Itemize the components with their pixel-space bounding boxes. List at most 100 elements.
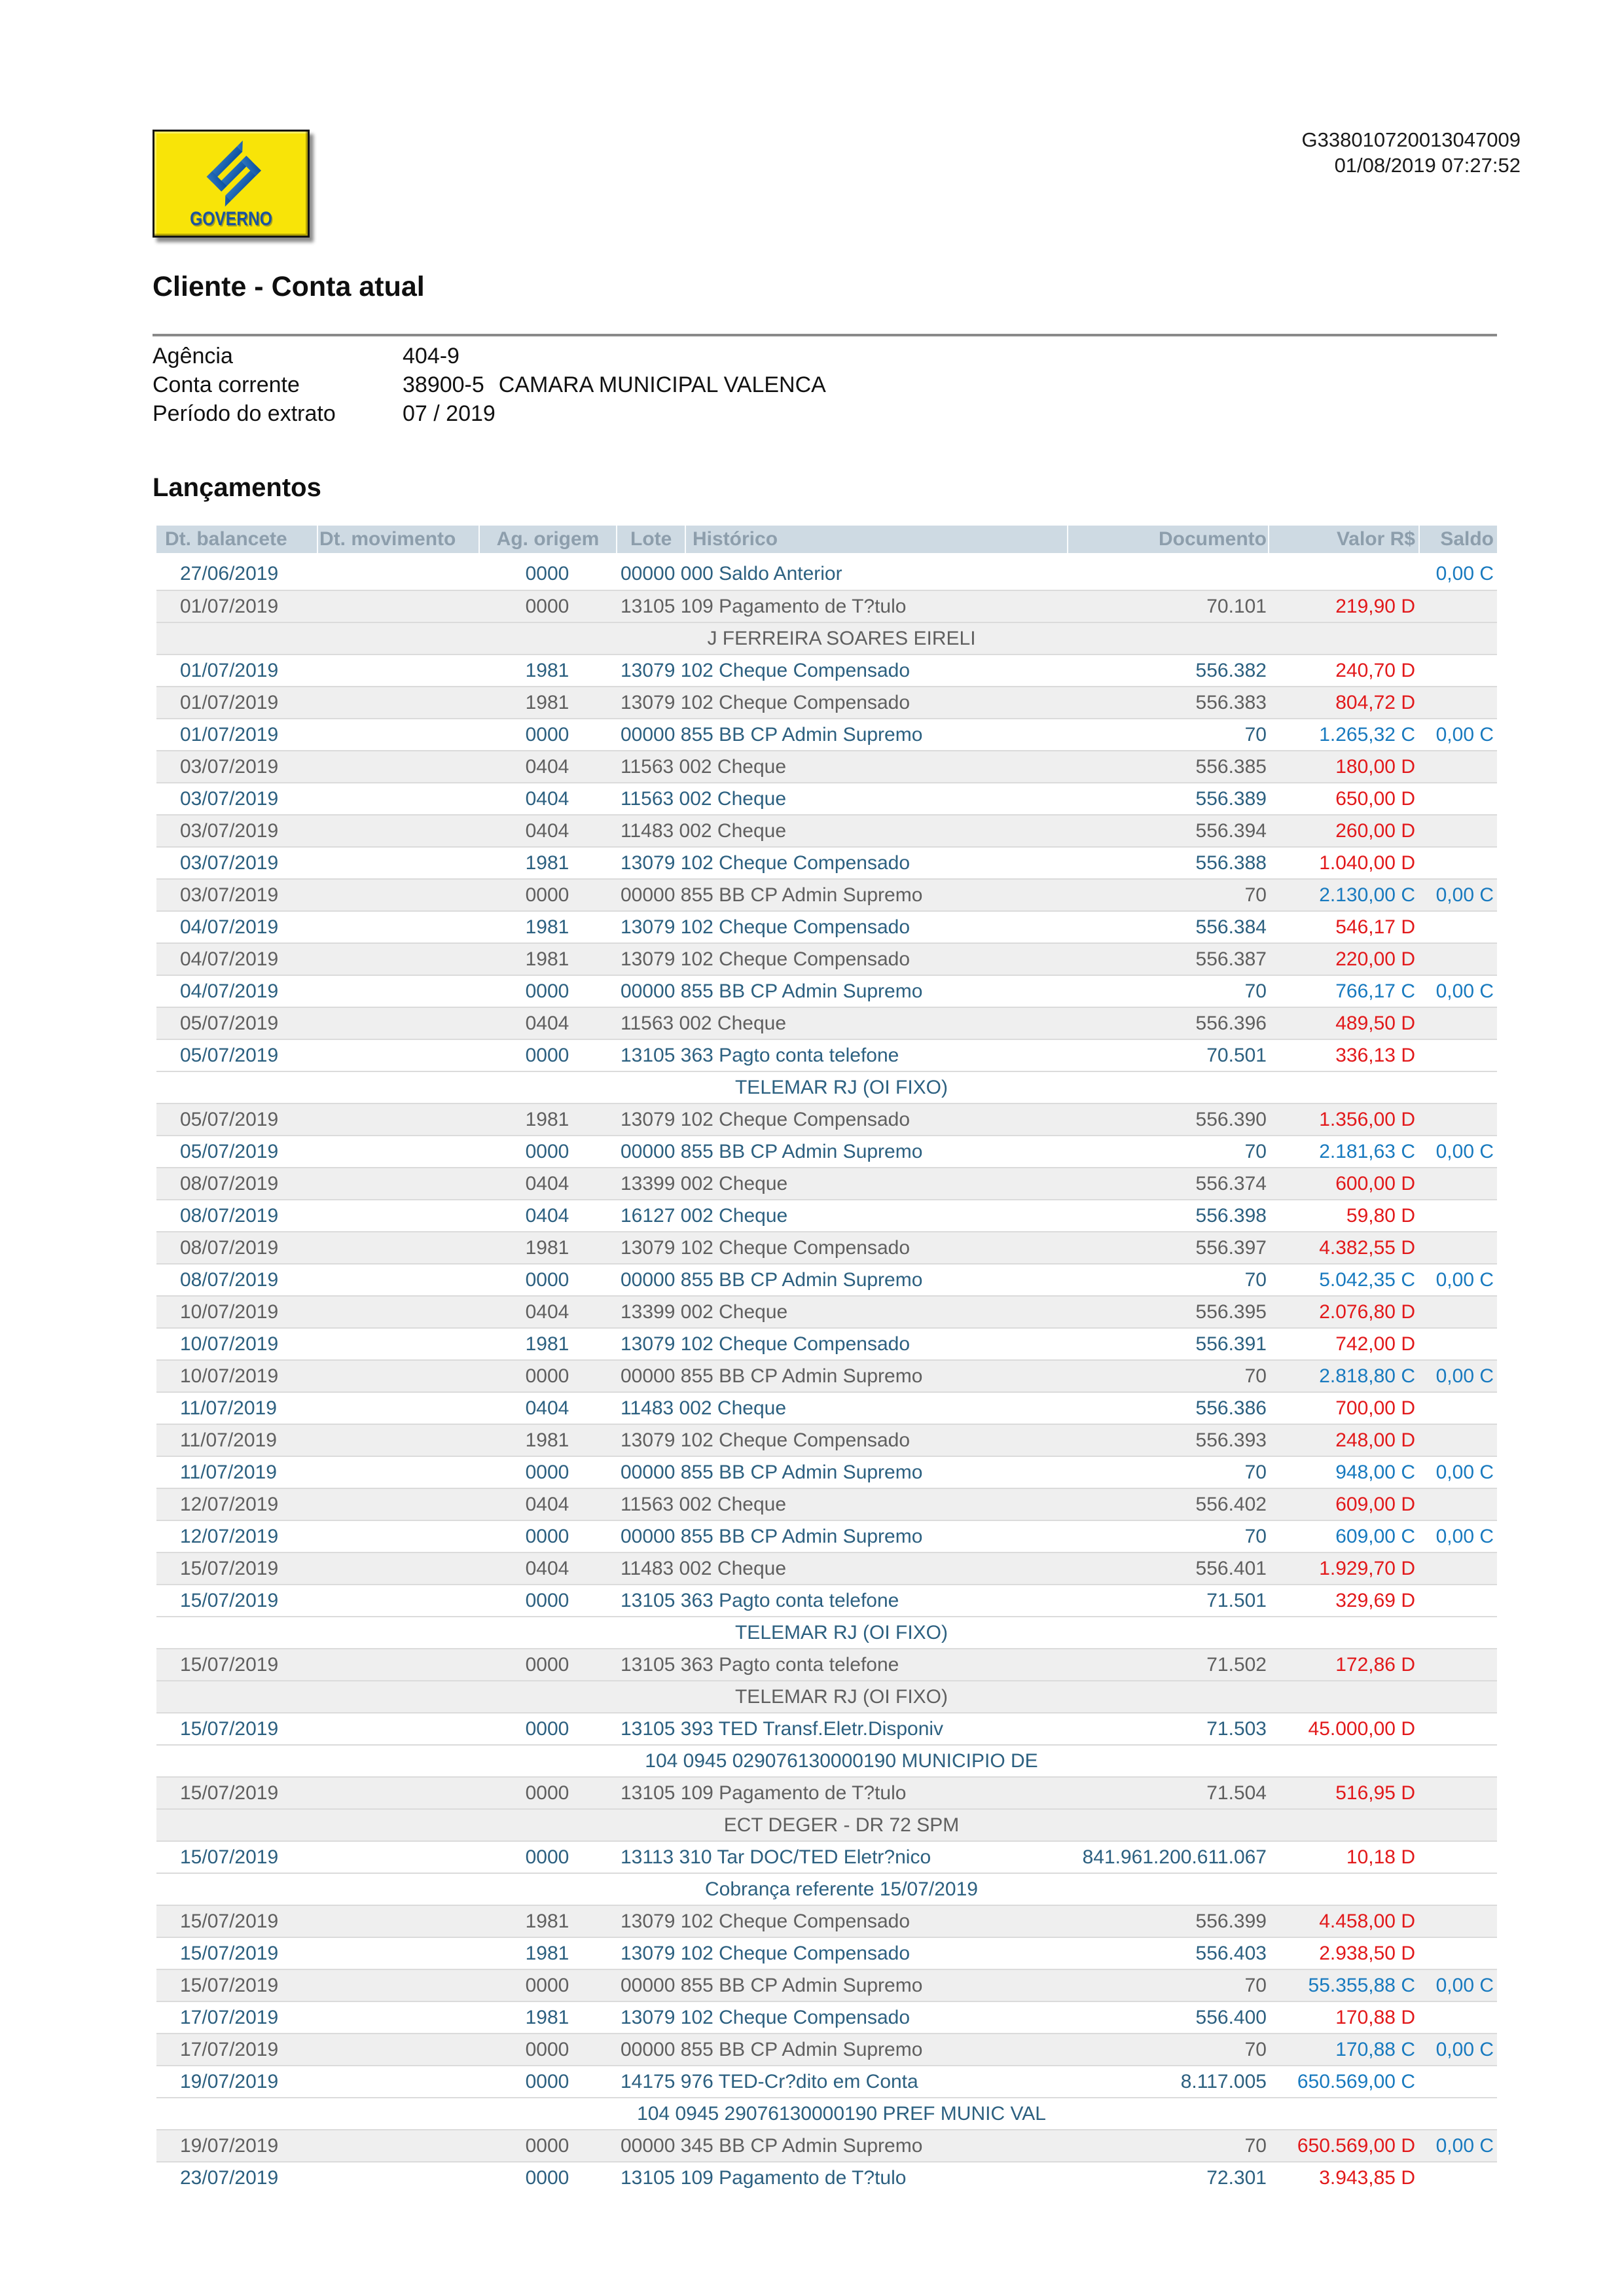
credit-amount: 609,00 C <box>1335 1525 1415 1547</box>
ag-origem-cell: 0000 <box>525 1846 569 1868</box>
debit-amount: 219,90 D <box>1335 595 1415 617</box>
transaction-row: 19/07/2019 0000 00000 345 BB CP Admin Supr… <box>156 2129 1497 2161</box>
saldo-cell: 0,00 C <box>1418 1141 1497 1163</box>
dt-balancete-cell: 15/07/2019 <box>180 1782 279 1804</box>
historico-cell: 13079 102 Cheque Compensado <box>621 1910 911 1932</box>
historico-cell: 00000 345 BB CP Admin Supremo <box>621 2134 923 2157</box>
dt-balancete-cell: 17/07/2019 <box>180 2038 279 2060</box>
documento-cell: 556.393 <box>1195 1429 1267 1451</box>
debit-amount: 170,88 D <box>1335 2006 1415 2028</box>
dt-balancete-cell: 05/07/2019 <box>180 1140 279 1162</box>
transaction-row: 10/07/2019 0404 13399 002 Cheque 556.395 2.0… <box>156 1295 1497 1327</box>
dt-balancete-cell: 03/07/2019 <box>180 819 279 842</box>
historico-cell: 00000 855 BB CP Admin Supremo <box>621 1461 923 1483</box>
documento-cell: 556.374 <box>1195 1172 1267 1194</box>
valor-cell: 219,90 D <box>1268 596 1418 618</box>
transaction-row: 01/07/2019 1981 13079 102 Cheque Compensad… <box>156 686 1497 718</box>
saldo-amount: 0,00 C <box>1435 1140 1494 1162</box>
transaction-row: 12/07/2019 0404 11563 002 Cheque 556.402 609… <box>156 1488 1497 1520</box>
saldo-cell: 0,00 C <box>1418 2135 1497 2157</box>
ag-origem-cell: 1981 <box>525 659 569 681</box>
transaction-row: 08/07/2019 1981 13079 102 Cheque Compensad… <box>156 1231 1497 1263</box>
dt-balancete-cell: 04/07/2019 <box>180 980 279 1002</box>
ag-origem-cell: 0000 <box>525 1782 569 1804</box>
transaction-row: 05/07/2019 1981 13079 102 Cheque Compensad… <box>156 1103 1497 1135</box>
dt-balancete-cell: 11/07/2019 <box>180 1429 277 1451</box>
ag-origem-cell: 0404 <box>525 1172 569 1194</box>
dt-balancete-cell: 27/06/2019 <box>180 562 279 584</box>
transaction-continuation-row: Cobrança referente 15/07/2019 <box>156 1873 1497 1905</box>
ag-origem-cell: 0000 <box>525 562 569 584</box>
transaction-row: 23/07/2019 0000 13105 109 Pagamento de T?t… <box>156 2161 1497 2193</box>
debit-amount: 329,69 D <box>1335 1589 1415 1611</box>
ag-origem-cell: 0000 <box>525 884 569 906</box>
saldo-amount: 0,00 C <box>1435 1525 1494 1547</box>
saldo-cell: 0,00 C <box>1418 1462 1497 1484</box>
historico-cell: 13105 109 Pagamento de T?tulo <box>621 595 907 617</box>
transaction-row: 17/07/2019 1981 13079 102 Cheque Compensad… <box>156 2001 1497 2033</box>
saldo-amount: 0,00 C <box>1435 1268 1494 1291</box>
dt-balancete-cell: 01/07/2019 <box>180 723 279 745</box>
header-historico: Histórico <box>685 526 1067 553</box>
ag-origem-cell: 1981 <box>525 1910 569 1932</box>
valor-cell: 1.929,70 D <box>1268 1558 1418 1580</box>
historico-cell: 00000 855 BB CP Admin Supremo <box>621 723 923 745</box>
saldo-cell: 0,00 C <box>1418 1526 1497 1548</box>
debit-amount: 3.943,85 D <box>1319 2166 1415 2189</box>
saldo-amount: 0,00 C <box>1435 2134 1494 2157</box>
historico-cell: 16127 002 Cheque <box>621 1204 788 1227</box>
dt-balancete-cell: 15/07/2019 <box>180 1653 279 1676</box>
valor-cell: 5.042,35 C <box>1268 1269 1418 1291</box>
transaction-row: 15/07/2019 1981 13079 102 Cheque Compensad… <box>156 1905 1497 1937</box>
transactions-body: 27/06/2019 0000 00000 000 Saldo Anterior 0,… <box>156 553 1497 2193</box>
dt-balancete-cell: 15/07/2019 <box>180 1589 279 1611</box>
debit-amount: 336,13 D <box>1335 1044 1415 1066</box>
dt-balancete-cell: 11/07/2019 <box>180 1397 277 1419</box>
documento-cell: 8.117.005 <box>1180 2070 1267 2092</box>
ag-origem-cell: 0000 <box>525 1589 569 1611</box>
dt-balancete-cell: 15/07/2019 <box>180 1974 279 1996</box>
ag-origem-cell: 1981 <box>525 2006 569 2028</box>
report-meta: G338010720013047009 01/08/2019 07:27:52 <box>1302 127 1521 178</box>
historico-cell: 13105 363 Pagto conta telefone <box>621 1589 899 1611</box>
transaction-row: 01/07/2019 1981 13079 102 Cheque Compensad… <box>156 654 1497 686</box>
documento-cell: 556.401 <box>1195 1557 1267 1579</box>
dt-balancete-cell: 19/07/2019 <box>180 2070 279 2092</box>
historico-cell: 11563 002 Cheque <box>621 1493 787 1515</box>
dt-balancete-cell: 03/07/2019 <box>180 787 279 810</box>
dt-balancete-cell: 01/07/2019 <box>180 595 279 617</box>
documento-cell: 556.382 <box>1195 659 1267 681</box>
documento-cell: 556.390 <box>1195 1108 1267 1130</box>
documento-cell: 71.502 <box>1206 1653 1267 1676</box>
dt-balancete-cell: 03/07/2019 <box>180 755 279 778</box>
ag-origem-cell: 0404 <box>525 1557 569 1579</box>
historico-cell: 11563 002 Cheque <box>621 787 787 810</box>
historico-cell: 00000 855 BB CP Admin Supremo <box>621 2038 923 2060</box>
historico-cell: 00000 855 BB CP Admin Supremo <box>621 980 923 1002</box>
dt-balancete-cell: 10/07/2019 <box>180 1365 279 1387</box>
valor-cell: 650,00 D <box>1268 788 1418 810</box>
debit-amount: 804,72 D <box>1335 691 1415 713</box>
documento-cell: 71.504 <box>1206 1782 1267 1804</box>
dt-balancete-cell: 01/07/2019 <box>180 659 279 681</box>
saldo-amount: 0,00 C <box>1435 1365 1494 1387</box>
ag-origem-cell: 0000 <box>525 2070 569 2092</box>
ag-origem-cell: 1981 <box>525 1108 569 1130</box>
historico-cell: 13079 102 Cheque Compensado <box>621 1108 911 1130</box>
valor-cell: 489,50 D <box>1268 1013 1418 1035</box>
transaction-row: 08/07/2019 0000 00000 855 BB CP Admin Supr… <box>156 1263 1497 1295</box>
transaction-row: 03/07/2019 0404 11483 002 Cheque 556.394 260… <box>156 814 1497 846</box>
historico-cell: 13105 109 Pagamento de T?tulo <box>621 1782 907 1804</box>
valor-cell: 1.356,00 D <box>1268 1109 1418 1131</box>
transaction-continuation-row: ECT DEGER - DR 72 SPM <box>156 1808 1497 1840</box>
documento-cell: 841.961.200.611.067 <box>1082 1846 1267 1868</box>
transaction-continuation-row: 104 0945 29076130000190 PREF MUNIC VAL <box>156 2097 1497 2129</box>
transaction-row: 11/07/2019 1981 13079 102 Cheque Compensad… <box>156 1424 1497 1456</box>
transactions-table: Dt. balancete Dt. movimento Ag. origem L… <box>156 526 1497 2193</box>
valor-cell: 2.076,80 D <box>1268 1301 1418 1323</box>
conta-holder-name: CAMARA MUNICIPAL VALENCA <box>498 372 826 397</box>
saldo-cell: 0,00 C <box>1418 980 1497 1003</box>
documento-cell: 70 <box>1244 1974 1267 1996</box>
saldo-cell: 0,00 C <box>1418 884 1497 906</box>
title-divider <box>153 334 1497 336</box>
